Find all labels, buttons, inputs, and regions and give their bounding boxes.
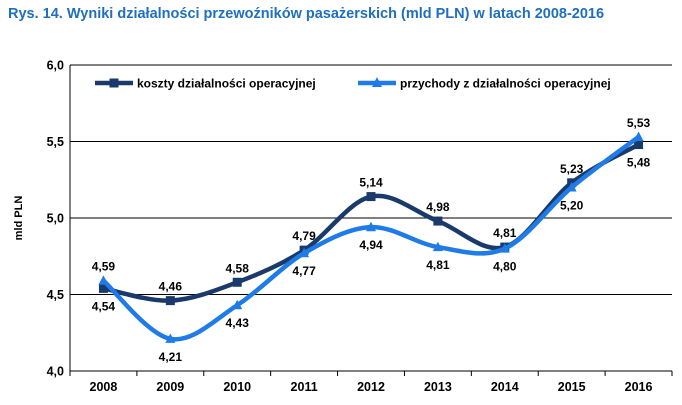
y-tick-label: 4,0 [47,365,64,379]
data-point-koszty [366,192,376,202]
y-axis-title: mld PLN [13,196,25,241]
data-labels: 4,54 4,46 4,58 4,79 5,14 4,98 4,81 5,23 5,48 4,59… [92,116,651,364]
x-tick-label: 2008 [90,380,118,394]
x-tick-label: 2010 [223,380,251,394]
data-label: 4,21 [159,350,183,364]
data-point-koszty [634,140,644,150]
data-point-przychody [432,241,443,252]
x-tick-label: 2012 [357,380,385,394]
legend: koszty działalności operacyjnej przychody… [95,77,611,91]
x-tick-label: 2016 [625,380,653,394]
data-point-przychody [165,333,176,343]
legend-marker [372,77,382,87]
data-label: 4,77 [292,264,316,278]
y-tick-label: 6,0 [47,59,64,73]
data-label: 4,79 [292,229,316,243]
x-tick-label: 2015 [558,380,586,394]
data-label: 4,81 [426,258,450,272]
legend-marker [109,78,119,88]
data-point-przychody [98,275,109,285]
data-point-przychody [499,243,510,253]
data-point-koszty [433,216,443,226]
legend-label: przychody z działalności operacyjnej [400,77,611,91]
data-label: 4,81 [493,226,517,240]
data-label: 4,58 [226,261,250,275]
data-label: 5,23 [560,162,584,176]
data-label: 5,14 [359,176,383,190]
data-point-przychody [366,221,376,232]
data-label: 4,54 [92,299,116,313]
data-label: 5,20 [560,198,584,212]
data-label: 5,53 [627,116,651,130]
data-label: 4,46 [159,280,183,294]
data-label: 4,98 [426,200,450,214]
y-tick-label: 5,5 [47,135,64,149]
x-tick-label: 2009 [156,380,184,394]
data-label: 4,80 [493,260,517,274]
axes: 4,0 4,5 5,0 5,5 6,0 2008 2009 2010 2011 2012 2013 2… [13,59,673,394]
chart-title: Rys. 14. Wyniki działalności przewoźnikó… [8,6,605,22]
data-point-przychody [566,182,577,192]
data-point-przychody [232,299,243,310]
data-point-koszty [98,283,108,293]
x-tick-label: 2014 [491,380,519,394]
data-point-przychody [633,131,644,141]
data-label: 4,59 [92,260,116,274]
data-point-koszty [232,277,242,287]
series-layer [98,131,644,343]
data-point-koszty [165,296,175,306]
legend-label: koszty działalności operacyjnej [137,77,316,91]
data-label: 5,48 [627,156,651,170]
x-tick-label: 2011 [291,380,318,394]
y-tick-label: 5,0 [47,212,64,226]
data-label: 4,94 [359,238,383,252]
gridlines [70,64,672,372]
y-tick-label: 4,5 [47,288,64,302]
data-label: 4,43 [226,316,250,330]
x-tick-label: 2013 [424,380,452,394]
data-point-przychody [299,247,310,258]
